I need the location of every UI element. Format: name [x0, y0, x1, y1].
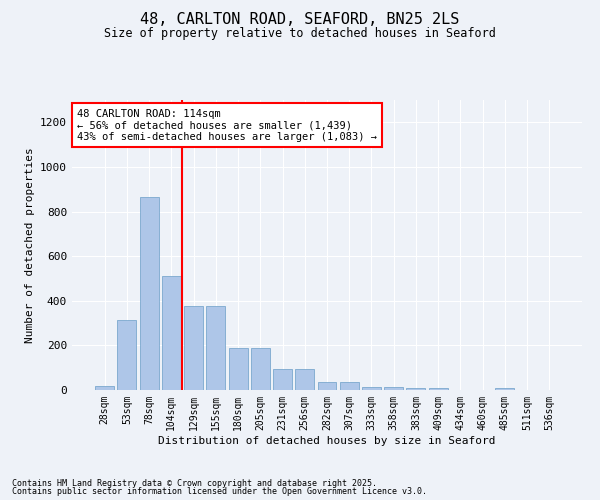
- Text: Size of property relative to detached houses in Seaford: Size of property relative to detached ho…: [104, 28, 496, 40]
- Text: Contains HM Land Registry data © Crown copyright and database right 2025.: Contains HM Land Registry data © Crown c…: [12, 478, 377, 488]
- Bar: [295, 369, 314, 390]
- Bar: [140, 197, 158, 390]
- Bar: [251, 348, 270, 390]
- Bar: [317, 382, 337, 390]
- Bar: [229, 348, 248, 390]
- Bar: [206, 306, 225, 390]
- Bar: [162, 276, 181, 390]
- Bar: [95, 386, 114, 390]
- Bar: [384, 386, 403, 390]
- Text: 48 CARLTON ROAD: 114sqm
← 56% of detached houses are smaller (1,439)
43% of semi: 48 CARLTON ROAD: 114sqm ← 56% of detache…: [77, 108, 377, 142]
- Text: 48, CARLTON ROAD, SEAFORD, BN25 2LS: 48, CARLTON ROAD, SEAFORD, BN25 2LS: [140, 12, 460, 28]
- Bar: [273, 369, 292, 390]
- Text: Contains public sector information licensed under the Open Government Licence v3: Contains public sector information licen…: [12, 487, 427, 496]
- Y-axis label: Number of detached properties: Number of detached properties: [25, 147, 35, 343]
- Bar: [406, 388, 425, 390]
- Bar: [429, 388, 448, 390]
- Bar: [362, 386, 381, 390]
- Bar: [184, 306, 203, 390]
- Bar: [340, 382, 359, 390]
- X-axis label: Distribution of detached houses by size in Seaford: Distribution of detached houses by size …: [158, 436, 496, 446]
- Bar: [496, 388, 514, 390]
- Bar: [118, 320, 136, 390]
